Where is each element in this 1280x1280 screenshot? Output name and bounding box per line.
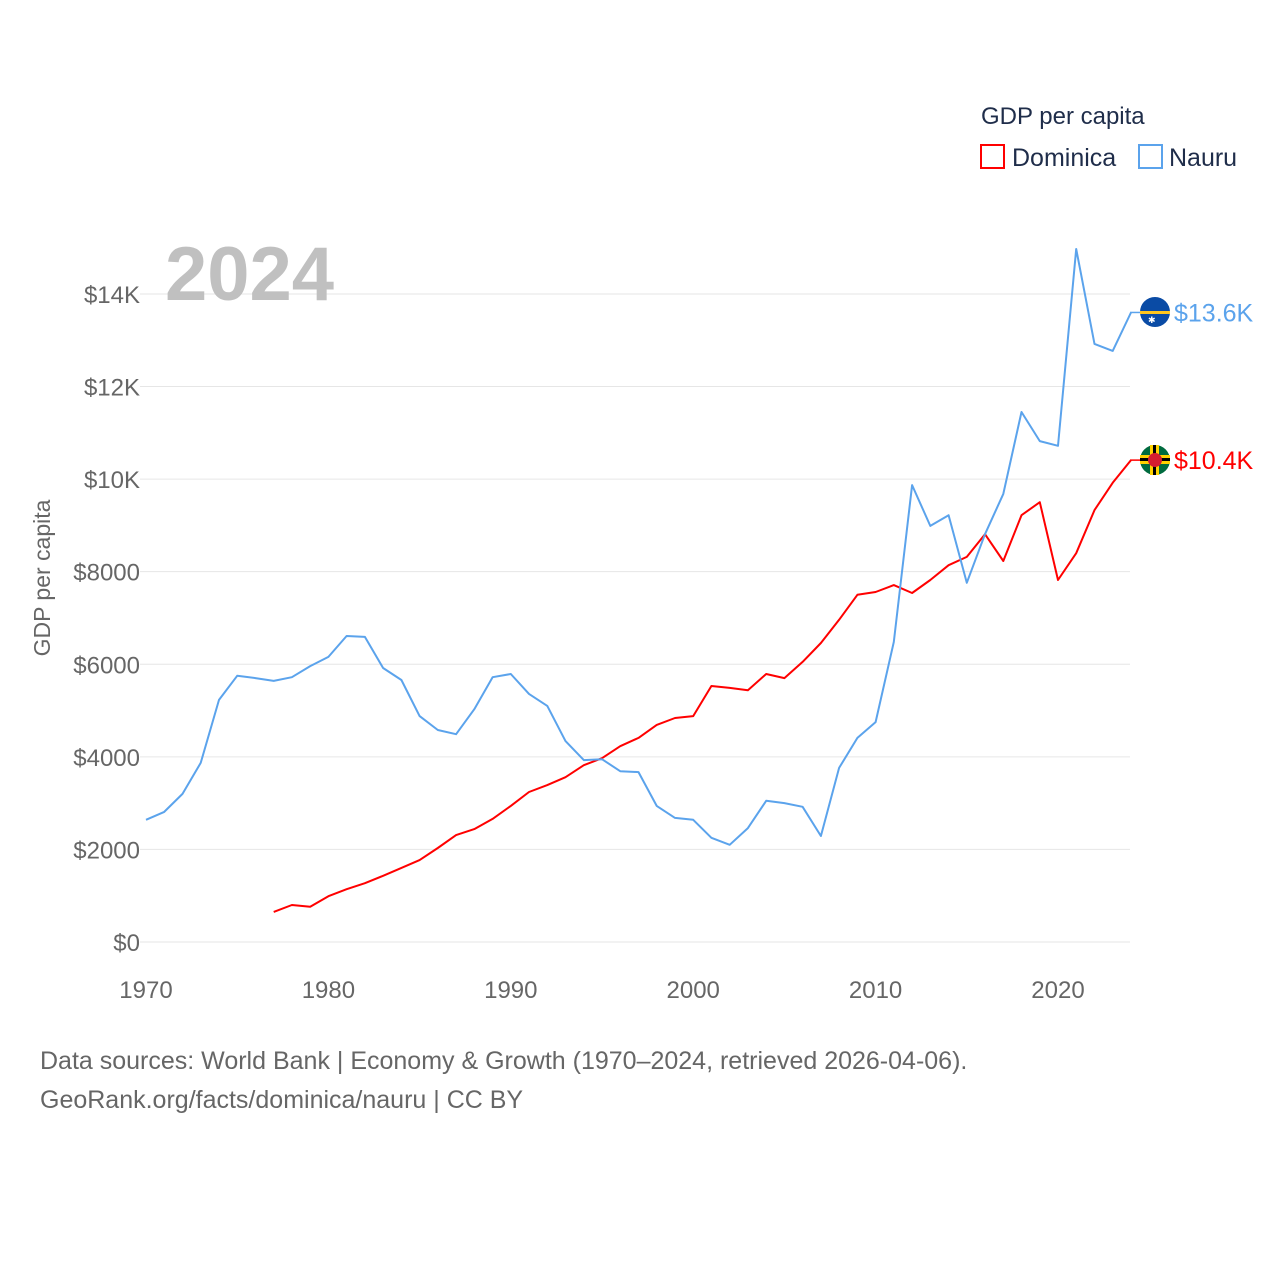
dominica-flag-icon [1140, 445, 1170, 475]
x-tick-label: 1970 [119, 977, 172, 1004]
y-tick-label: $2000 [73, 837, 140, 864]
x-axis: 1970 1980 1990 2000 2010 2020 [119, 977, 1084, 1004]
y-axis: $0 $2000 $4000 $6000 $8000 $10K $12K $14K [73, 282, 140, 957]
y-tick-label: $6000 [73, 652, 140, 679]
series-line-nauru [145, 248, 1132, 846]
source-link[interactable]: GeoRank.org/facts/dominica/nauru | CC BY [40, 1086, 524, 1114]
legend-title: GDP per capita [981, 103, 1145, 130]
gridlines [140, 293, 1130, 943]
legend-label: Nauru [1169, 144, 1237, 172]
x-tick-label: 2000 [667, 977, 720, 1004]
x-tick-label: 1980 [302, 977, 355, 1004]
legend-item-dominica[interactable]: Dominica [980, 144, 1116, 172]
y-tick-label: $8000 [73, 560, 140, 587]
y-tick-label: $0 [113, 930, 140, 957]
legend-label: Dominica [1012, 144, 1116, 172]
legend-swatch [980, 144, 1005, 169]
x-tick-label: 2020 [1031, 977, 1084, 1004]
y-tick-label: $4000 [73, 745, 140, 772]
end-value-label: $13.6K [1174, 299, 1254, 327]
series-lines [145, 248, 1132, 913]
nauru-flag-icon: ✱ [1140, 297, 1170, 327]
legend-item-nauru[interactable]: Nauru [1138, 144, 1237, 172]
y-axis-title: GDP per capita [29, 499, 55, 656]
x-tick-label: 2010 [849, 977, 902, 1004]
end-value-label: $10.4K [1174, 447, 1254, 475]
year-label: 2024 [165, 232, 334, 317]
footer: Data sources: World Bank | Economy & Gro… [40, 1042, 967, 1120]
legend-swatch [1138, 144, 1163, 169]
series-line-dominica [273, 459, 1132, 913]
y-tick-label: $12K [84, 375, 140, 402]
svg-text:✱: ✱ [1148, 315, 1156, 325]
y-tick-label: $10K [84, 467, 140, 494]
x-tick-label: 1990 [484, 977, 537, 1004]
end-labels: $10.4K $13.6K [1130, 299, 1254, 475]
y-tick-label: $14K [84, 282, 140, 309]
data-sources: Data sources: World Bank | Economy & Gro… [40, 1047, 968, 1075]
